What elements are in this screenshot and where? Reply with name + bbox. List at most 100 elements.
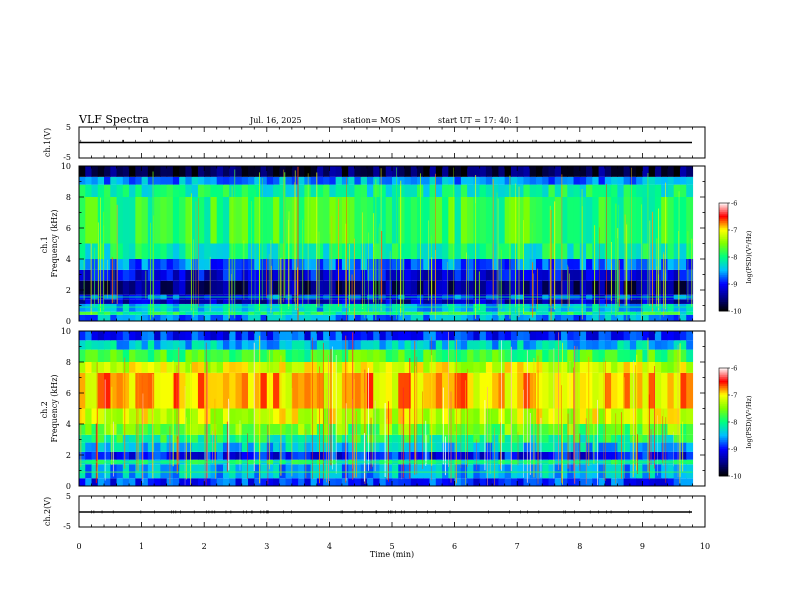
spectrogram-cell (204, 314, 212, 321)
spectrogram-cell (398, 314, 406, 321)
spectrogram-cell (623, 197, 631, 244)
spectrogram-cell (579, 434, 587, 443)
spectrogram-cell (104, 442, 111, 452)
colorbar-tick-label: -7 (731, 392, 737, 400)
spectrogram-cell (122, 280, 130, 295)
spectrogram-cell (510, 303, 518, 312)
spectrogram-cell (617, 184, 625, 197)
spectrogram-cell (604, 197, 612, 244)
spectrogram-cell (623, 424, 631, 435)
spectrogram-cell (310, 314, 318, 321)
spectrogram-cell (154, 269, 161, 281)
spectrogram-cell (686, 166, 694, 177)
spectrogram-cell (485, 197, 493, 244)
spectrogram-cell (385, 243, 393, 259)
spectrogram-cell (579, 331, 587, 341)
spectrogram-cell (335, 372, 343, 409)
spectrogram-cell (273, 331, 280, 341)
freq-tick-label: 4 (66, 255, 71, 264)
spectrogram-cell (335, 340, 343, 350)
ch1-ytick-bottom: -5 (63, 153, 71, 162)
spectrogram-cell (392, 176, 399, 185)
spectrogram-cell (129, 311, 136, 315)
spectrogram-cell (654, 176, 662, 185)
spectrogram-cell (191, 349, 199, 362)
spectrogram-cell (235, 331, 243, 341)
spectrogram-cell (435, 424, 443, 435)
colorbar-swatch (719, 294, 728, 297)
spectrogram-cell (166, 331, 174, 341)
spectrogram-cell (648, 372, 656, 409)
colorbar-swatch (719, 398, 728, 401)
spectrogram-cell (673, 331, 681, 341)
spectrogram-cell (260, 408, 268, 424)
spectrogram-cell (579, 311, 587, 315)
spectrogram-cell (379, 331, 387, 341)
spectrogram-cell (604, 408, 612, 424)
colorbar-swatch (719, 449, 728, 452)
colorbar-swatch (719, 382, 728, 385)
spectrogram-cell (492, 197, 500, 244)
spectrogram-cell (241, 424, 249, 435)
spectrogram-cell (222, 331, 230, 341)
spectrogram-cell (523, 442, 531, 452)
spectrogram-cell (254, 311, 262, 315)
spectrogram-cell (335, 299, 343, 304)
spectrogram-cell (341, 269, 349, 281)
spectrogram-cell (185, 349, 193, 362)
spectrogram-cell (266, 478, 274, 486)
spectrogram-cell (366, 408, 374, 424)
spectrogram-cell (104, 349, 111, 362)
spectrogram-cell (373, 166, 381, 177)
spectrogram-cell (661, 280, 669, 295)
spectrogram-cell (636, 176, 643, 185)
spectrogram-cell (197, 478, 205, 486)
spectrogram-cell (467, 299, 474, 304)
spectrogram-cell (604, 340, 612, 350)
spectrogram-cell (254, 166, 262, 177)
spectrogram-cell (523, 303, 531, 312)
spectrogram-cell (379, 424, 387, 435)
spectrogram-cell (129, 372, 136, 409)
spectrogram-cell (197, 280, 205, 295)
spectrogram-cell (679, 340, 687, 350)
spectrogram-cell (454, 362, 462, 373)
spectrogram-cell (254, 259, 262, 270)
colorbar-swatch (719, 400, 728, 403)
spectrogram-cell (667, 451, 675, 460)
spectrogram-cell (204, 331, 212, 341)
spectrogram-cell (360, 331, 368, 341)
ch2-spectrogram-xticks (78, 331, 706, 486)
colorbar-tick-label: -8 (731, 254, 737, 262)
spectrogram-cell (567, 434, 575, 443)
spectrogram-cell (116, 197, 124, 244)
spectrogram-cell (429, 434, 437, 443)
spectrogram-cell (285, 303, 293, 312)
spectrogram-cell (97, 311, 105, 315)
spectrogram-cell (210, 197, 218, 244)
colorbar-swatch (719, 284, 728, 287)
spectrogram-cell (410, 259, 418, 270)
spectrogram-cell (467, 362, 474, 373)
spectrogram-cell (679, 434, 687, 443)
spectrogram-cell (166, 340, 174, 350)
spectrogram-cell (617, 259, 625, 270)
spectrogram-cell (147, 197, 155, 244)
spectrogram-cell (116, 451, 124, 460)
spectrogram-cell (673, 478, 681, 486)
spectrogram-cell (279, 442, 287, 452)
spectrogram-cell (435, 408, 443, 424)
spectrogram-cell (535, 442, 543, 452)
spectrogram-cell (285, 340, 293, 350)
spectrogram-cell (460, 197, 468, 244)
spectrogram-cell (454, 349, 462, 362)
spectrogram-cell (479, 434, 487, 443)
spectrogram-cell (135, 434, 143, 443)
spectrogram-cell (517, 478, 525, 486)
spectrogram-cell (210, 349, 218, 362)
spectrogram-cell (604, 442, 612, 452)
spectrogram-cell (135, 243, 143, 259)
spectrogram-cell (241, 197, 249, 244)
spectrogram-cell (235, 408, 243, 424)
spectrogram-cell (210, 299, 218, 304)
